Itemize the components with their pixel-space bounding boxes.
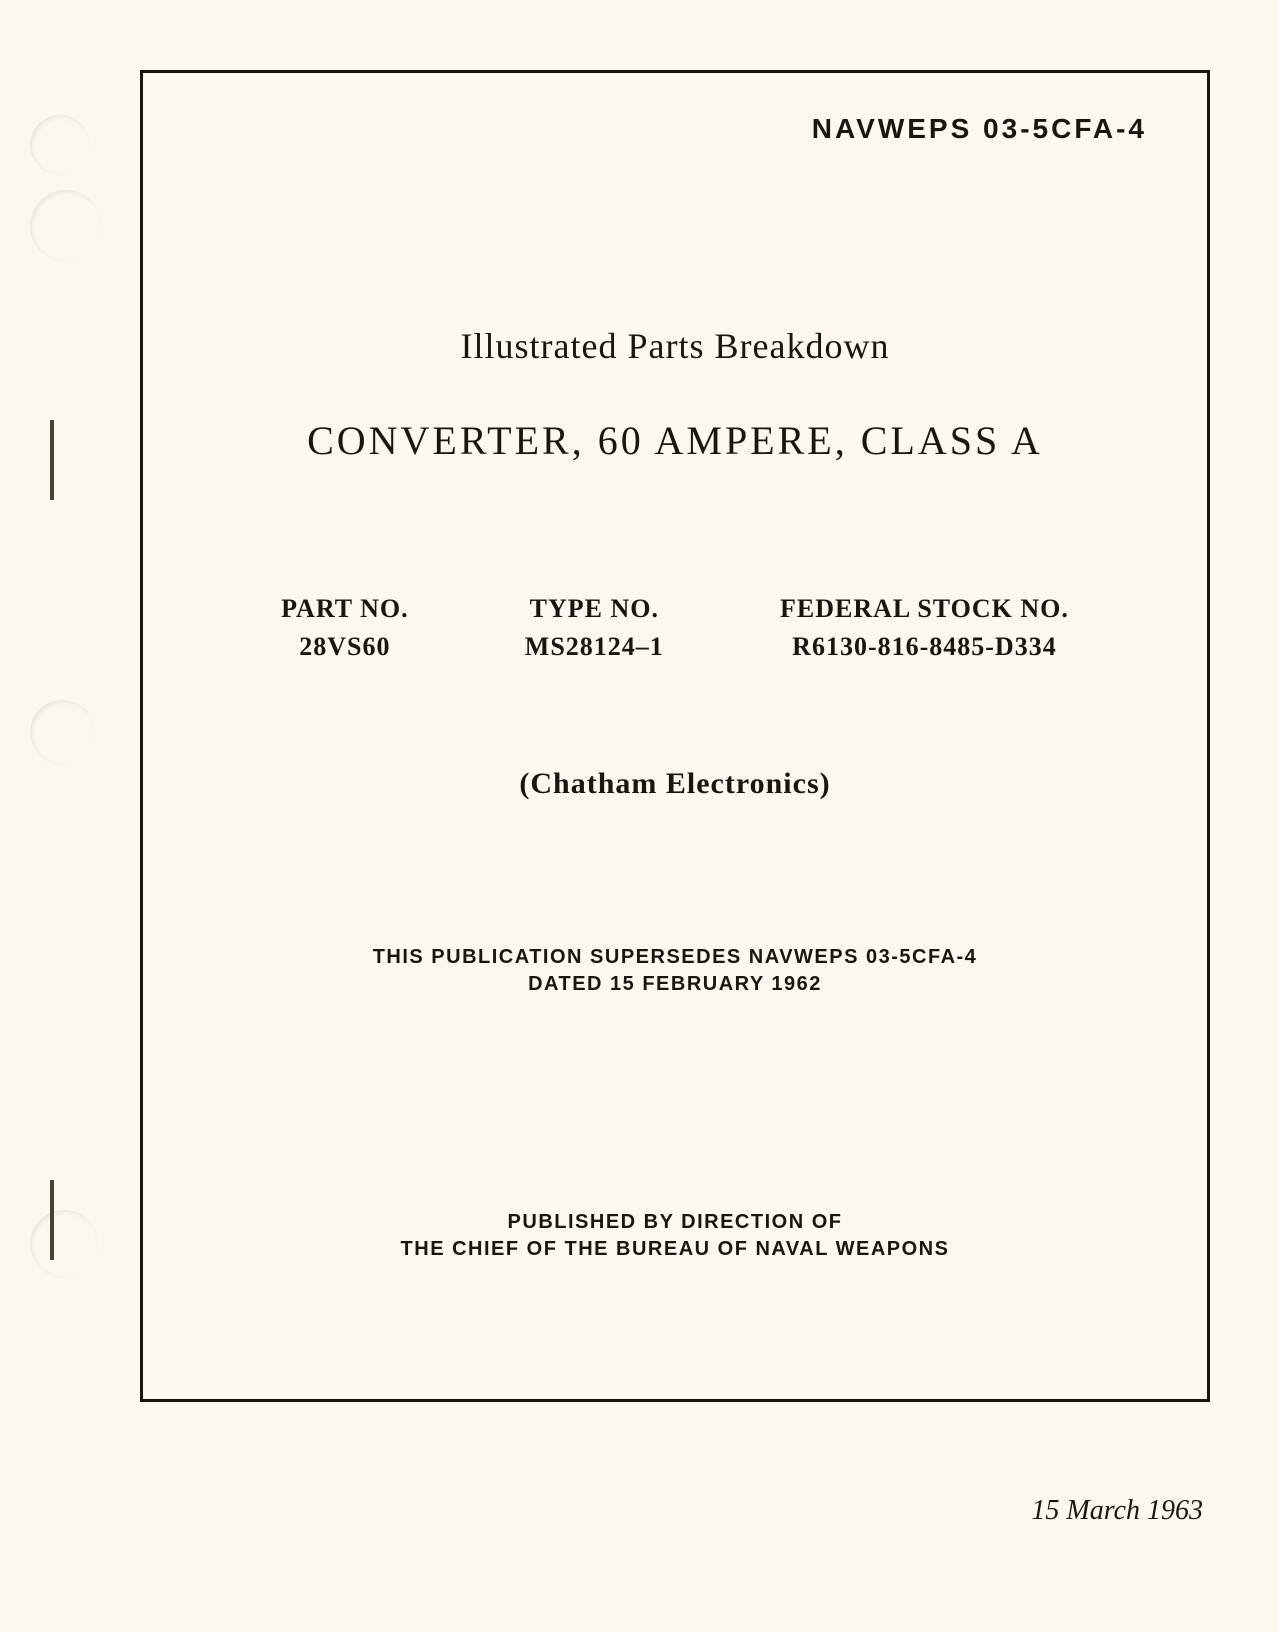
staple-mark (50, 1180, 54, 1260)
content-border: NAVWEPS 03-5CFA-4 Illustrated Parts Brea… (140, 70, 1210, 1402)
staple-mark (50, 420, 54, 500)
supersedes-line1: THIS PUBLICATION SUPERSEDES NAVWEPS 03-5… (193, 946, 1157, 969)
document-subtitle: Illustrated Parts Breakdown (193, 325, 1157, 367)
document-number: NAVWEPS 03-5CFA-4 (193, 113, 1147, 145)
part-number-column: PART NO. 28VS60 (281, 594, 408, 662)
punch-hole (30, 700, 95, 765)
part-number-label: PART NO. (281, 594, 408, 624)
federal-stock-number-label: FEDERAL STOCK NO. (780, 594, 1069, 624)
publication-date: 15 March 1963 (1031, 1495, 1203, 1527)
federal-stock-number-value: R6130-816-8485-D334 (780, 632, 1069, 662)
publisher-line1: PUBLISHED BY DIRECTION OF (193, 1211, 1157, 1234)
document-main-title: CONVERTER, 60 AMPERE, CLASS A (193, 417, 1157, 464)
parts-identification-row: PART NO. 28VS60 TYPE NO. MS28124–1 FEDER… (193, 594, 1157, 662)
document-page: NAVWEPS 03-5CFA-4 Illustrated Parts Brea… (0, 0, 1278, 1632)
supersedes-notice: THIS PUBLICATION SUPERSEDES NAVWEPS 03-5… (193, 946, 1157, 996)
manufacturer-name: (Chatham Electronics) (193, 767, 1157, 801)
supersedes-line2: DATED 15 FEBRUARY 1962 (193, 973, 1157, 996)
type-number-label: TYPE NO. (525, 594, 664, 624)
publisher-notice: PUBLISHED BY DIRECTION OF THE CHIEF OF T… (193, 1211, 1157, 1261)
publisher-line2: THE CHIEF OF THE BUREAU OF NAVAL WEAPONS (193, 1238, 1157, 1261)
type-number-value: MS28124–1 (525, 632, 664, 662)
punch-hole (30, 190, 102, 262)
part-number-value: 28VS60 (281, 632, 408, 662)
punch-hole (30, 1210, 98, 1278)
type-number-column: TYPE NO. MS28124–1 (525, 594, 664, 662)
title-section: Illustrated Parts Breakdown CONVERTER, 6… (193, 325, 1157, 464)
federal-stock-number-column: FEDERAL STOCK NO. R6130-816-8485-D334 (780, 594, 1069, 662)
punch-hole (30, 115, 90, 175)
